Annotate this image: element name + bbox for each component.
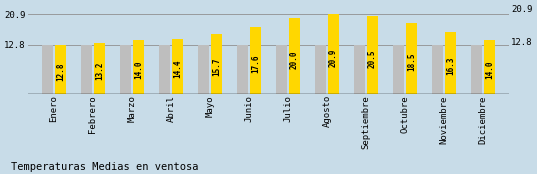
Bar: [81, 45, 92, 94]
Bar: [120, 45, 131, 94]
Text: 14.4: 14.4: [173, 60, 182, 78]
Bar: [328, 14, 339, 94]
Bar: [133, 40, 144, 94]
Text: 20.5: 20.5: [368, 49, 377, 68]
Bar: [237, 45, 248, 94]
Bar: [211, 34, 222, 94]
Text: 17.6: 17.6: [251, 54, 260, 73]
Bar: [159, 45, 170, 94]
Bar: [289, 18, 300, 94]
Bar: [354, 45, 365, 94]
Text: 20.0: 20.0: [290, 50, 299, 69]
Text: 18.5: 18.5: [407, 53, 416, 71]
Bar: [172, 39, 183, 94]
Bar: [250, 27, 261, 94]
Bar: [315, 45, 326, 94]
Text: 14.0: 14.0: [485, 61, 494, 79]
Bar: [484, 40, 495, 94]
Text: Temperaturas Medias en ventosa: Temperaturas Medias en ventosa: [11, 162, 198, 172]
Bar: [406, 23, 417, 94]
Bar: [198, 45, 209, 94]
Text: 20.9: 20.9: [329, 49, 338, 67]
Text: 14.0: 14.0: [134, 61, 143, 79]
Text: 16.3: 16.3: [446, 57, 455, 75]
Text: 13.2: 13.2: [95, 62, 104, 80]
Bar: [471, 45, 482, 94]
Bar: [393, 45, 404, 94]
Bar: [55, 45, 66, 94]
Bar: [276, 45, 287, 94]
Text: 12.8: 12.8: [56, 63, 65, 81]
Bar: [94, 44, 105, 94]
Bar: [367, 16, 378, 94]
Text: 15.7: 15.7: [212, 58, 221, 76]
Bar: [432, 45, 443, 94]
Bar: [445, 32, 456, 94]
Bar: [42, 45, 53, 94]
